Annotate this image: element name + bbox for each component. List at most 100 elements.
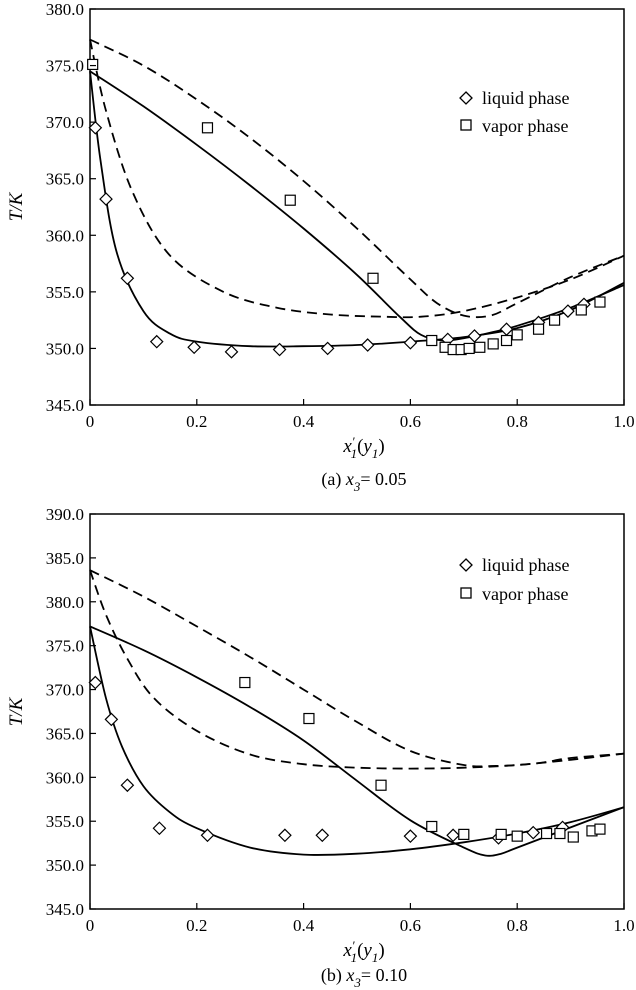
vapor-phase-point [487, 338, 499, 350]
liquid-phase-point [200, 828, 215, 843]
x-tick-label: 0.2 [186, 916, 207, 935]
vapor-phase-point [367, 272, 379, 284]
vapor-phase-point [463, 342, 475, 355]
legend-marker-square [460, 587, 472, 599]
chart-panel-b: 345.0 350.0 355.0 360.0 365.0 370.0 375.0 380.0… [6, 505, 635, 990]
liquid-phase-point [272, 342, 287, 357]
x-tick-label: 0.2 [186, 412, 207, 431]
y-tick-label: 385.0 [46, 549, 84, 568]
liquid-phase-point [278, 828, 292, 843]
x-tick-label: 0.6 [400, 412, 421, 431]
panel-caption: (b) x3= 0.10 [321, 965, 407, 990]
legend-marker-diamond [459, 558, 473, 572]
y-tick-label: 345.0 [46, 900, 84, 919]
y-axis-title: T/K [6, 191, 27, 221]
liquid-phase-point [526, 825, 541, 840]
liquid-phase-point [315, 828, 330, 843]
data-marks [87, 38, 625, 359]
liquid-phase-point [88, 120, 103, 135]
y-tick-label: 350.0 [46, 856, 84, 875]
y-tick-label: 365.0 [46, 724, 84, 743]
legend-label-liquid: liquid phase [482, 555, 570, 575]
solid-vapor-curve [89, 70, 625, 342]
legend: liquid phase vapor phase [459, 555, 570, 604]
liquid-phase-point [104, 712, 119, 727]
vapor-phase-point [201, 122, 214, 134]
x-tick-label: 0 [86, 916, 95, 935]
data-marks [88, 569, 625, 857]
x-tick-label: 1.0 [613, 412, 634, 431]
liquid-phase-point [99, 192, 113, 206]
liquid-phase-point [499, 322, 514, 337]
vapor-phase-point [375, 779, 387, 791]
solid-liquid-curve [89, 71, 625, 348]
y-tick-label: 345.0 [46, 396, 84, 415]
legend-marker-diamond [459, 91, 473, 105]
axis-ticks: 345.0 350.0 355.0 360.0 365.0 370.0 375.0 380.0… [46, 0, 635, 431]
y-tick-label: 360.0 [46, 226, 84, 245]
liquid-phase-point [467, 329, 482, 343]
vapor-phase-point [239, 676, 251, 689]
panel-caption: (a) x3= 0.05 [321, 469, 406, 494]
legend-marker-square [460, 119, 472, 131]
vapor-phase-point [426, 334, 438, 347]
vapor-phase-point [495, 828, 507, 840]
liquid-phase-point [120, 778, 135, 793]
vapor-phase-point [303, 712, 315, 725]
vapor-phase-point [511, 329, 523, 341]
liquid-phase-point [88, 675, 103, 690]
vapor-phase-point [284, 194, 296, 206]
x-axis-title: x′ 1(y1) [342, 938, 384, 965]
liquid-phase-point [403, 829, 418, 843]
vapor-phase-point [594, 296, 606, 308]
y-tick-label: 350.0 [46, 339, 84, 358]
y-tick-label: 390.0 [46, 505, 84, 524]
vapor-phase-point [575, 304, 587, 316]
y-tick-label: 355.0 [46, 812, 84, 831]
x-tick-label: 0.8 [507, 916, 528, 935]
y-tick-label: 380.0 [46, 593, 84, 612]
vapor-phase-point [500, 334, 513, 347]
vapor-phase-point [532, 323, 545, 335]
y-tick-label: 365.0 [46, 170, 84, 189]
axis-ticks: 345.0 350.0 355.0 360.0 365.0 370.0 375.0 380.0… [46, 505, 635, 935]
vapor-phase-point [554, 827, 566, 840]
vapor-phase-point [458, 828, 470, 840]
y-tick-label: 380.0 [46, 0, 84, 19]
liquid-phase-point [149, 334, 164, 349]
x-tick-label: 0.6 [400, 916, 421, 935]
y-tick-label: 375.0 [46, 57, 84, 76]
liquid-phase-point [152, 821, 167, 836]
solid-liquid-curve [89, 626, 625, 856]
plot-frame [89, 8, 625, 406]
vapor-phase-point [474, 341, 486, 353]
y-axis-title: T/K [6, 696, 27, 726]
liquid-phase-point [120, 271, 135, 286]
dashed-vapor-curve [89, 569, 625, 768]
liquid-phase-point [320, 341, 335, 356]
dashed-liquid-curve [89, 39, 625, 319]
y-tick-label: 370.0 [46, 113, 84, 132]
y-tick-label: 375.0 [46, 637, 84, 656]
x-axis-title: x′ 1(y1) [342, 434, 384, 461]
vapor-phase-point [567, 831, 579, 843]
y-tick-label: 360.0 [46, 768, 84, 787]
liquid-phase-point [403, 335, 418, 350]
liquid-phase-point [187, 340, 201, 355]
legend: liquid phase vapor phase [459, 88, 570, 136]
vapor-phase-point [594, 823, 606, 835]
dashed-liquid-curve [89, 569, 625, 770]
plot-frame [89, 513, 625, 910]
vapor-phase-point [87, 58, 99, 71]
vapor-phase-point [548, 314, 561, 326]
x-tick-label: 0 [86, 412, 95, 431]
x-tick-label: 0.4 [293, 412, 315, 431]
x-tick-label: 0.8 [507, 412, 528, 431]
x-tick-label: 1.0 [613, 916, 634, 935]
legend-label-vapor: vapor phase [482, 584, 568, 604]
solid-vapor-curve [89, 625, 625, 857]
vapor-phase-point [511, 830, 523, 842]
legend-label-vapor: vapor phase [482, 116, 568, 136]
y-tick-label: 370.0 [46, 681, 84, 700]
